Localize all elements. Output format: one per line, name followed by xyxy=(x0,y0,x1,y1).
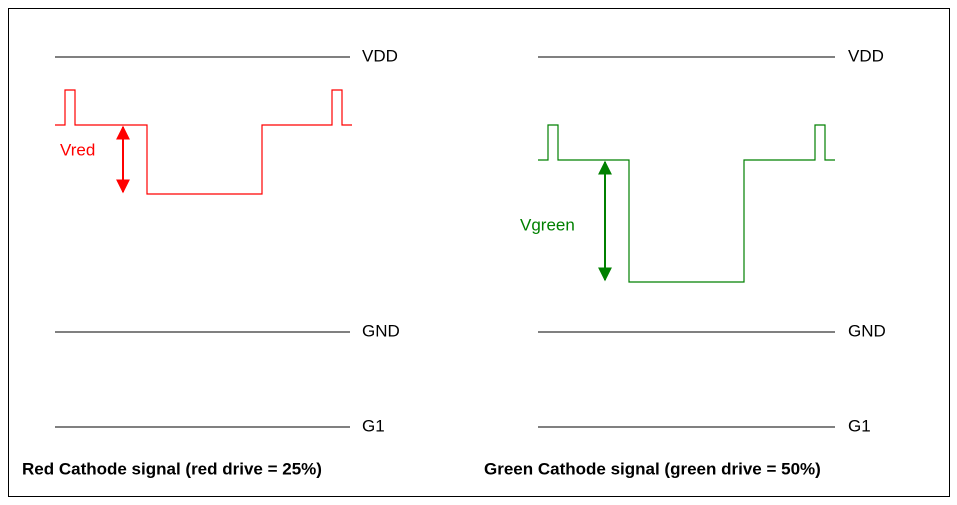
signal-label: Vgreen xyxy=(520,215,575,234)
rail-label: GND xyxy=(362,321,400,340)
rail-label: VDD xyxy=(362,46,398,65)
signal-label: Vred xyxy=(60,140,95,159)
right-panel: VDD GND G1 Vgreen Green Cathode signal (… xyxy=(484,46,886,478)
frame xyxy=(8,8,950,497)
caption: Red Cathode signal (red drive = 25%) xyxy=(22,459,322,478)
caption: Green Cathode signal (green drive = 50%) xyxy=(484,459,821,478)
rail-label: GND xyxy=(848,321,886,340)
rail-label: G1 xyxy=(362,416,385,435)
rail-label: G1 xyxy=(848,416,871,435)
rail-label: VDD xyxy=(848,46,884,65)
waveform xyxy=(538,124,835,283)
waveform xyxy=(55,89,352,195)
left-panel: VDD GND G1 Vred Red Cathode signal (red … xyxy=(22,46,400,478)
